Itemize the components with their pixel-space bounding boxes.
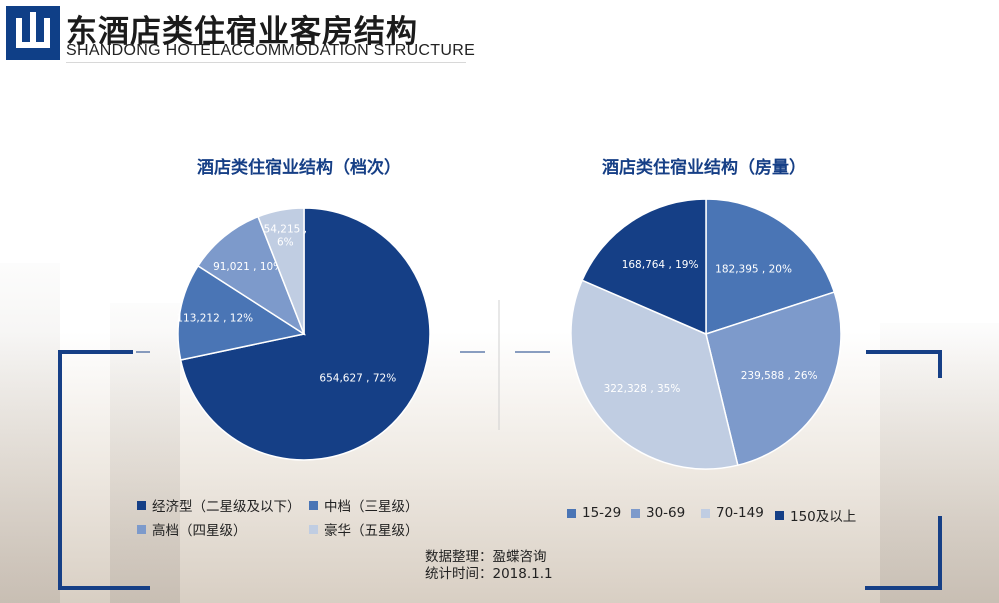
- page-subtitle: SHANDONG HOTELACCOMMODATION STRUCTURE: [66, 42, 476, 59]
- legend-swatch: [137, 500, 146, 510]
- pie-slice: [570, 279, 739, 470]
- pie-data-label: 654,627 , 72%: [319, 373, 396, 385]
- chart-title-rooms: 酒店类住宿业结构（房量）: [602, 158, 806, 178]
- legend-swatch: [309, 500, 318, 510]
- chart-title-tier: 酒店类住宿业结构（档次）: [197, 158, 401, 178]
- legend-label: 15-29: [582, 505, 622, 521]
- pie-slice: [705, 291, 842, 467]
- pie-data-label: 91,021 , 10%: [213, 261, 283, 273]
- pie-slice: [257, 207, 305, 335]
- data-date-line: 统计时间：2018.1.1: [425, 566, 553, 582]
- page-title: 东酒店类住宿业客房结构: [66, 14, 418, 50]
- pie-slice: [196, 215, 306, 336]
- pie-data-label: 322,328 , 35%: [604, 383, 681, 395]
- legend-swatch: [567, 508, 576, 518]
- frame-bracket-right-bottom: [865, 516, 942, 590]
- pie-data-label: 113,212 , 12%: [176, 313, 253, 325]
- legend-label: 70-149: [716, 505, 764, 521]
- pie-data-label: 54,215 ,: [264, 223, 307, 235]
- legend-swatch: [775, 510, 784, 520]
- legend-label: 豪华（五星级）: [324, 523, 419, 539]
- legend-swatch: [701, 508, 710, 518]
- pie-data-label: 239,588 , 26%: [741, 370, 818, 382]
- legend-swatch: [137, 524, 146, 534]
- legend-label: 高档（四星级）: [152, 523, 247, 539]
- data-source-line: 数据整理：盈蝶咨询: [425, 549, 547, 565]
- pie-slice: [581, 198, 707, 336]
- pie-data-label: 168,764 , 19%: [622, 259, 699, 271]
- title-divider: [66, 62, 466, 63]
- legend-item: 中档（三星级）: [309, 495, 419, 515]
- legend-item: 150及以上: [775, 505, 856, 525]
- legend-item: 15-29: [567, 505, 621, 521]
- legend-item: 高档（四星级）: [137, 519, 247, 539]
- legend-label: 中档（三星级）: [324, 499, 419, 515]
- background-building: [0, 263, 60, 603]
- pie-data-label: 182,395 , 20%: [715, 263, 792, 275]
- legend-swatch: [631, 508, 640, 518]
- legend-label: 30-69: [646, 505, 686, 521]
- pie-slice: [705, 198, 836, 336]
- legend-item: 70-149: [701, 505, 764, 521]
- legend-label: 经济型（二星级及以下）: [152, 499, 301, 515]
- legend-swatch: [309, 524, 318, 534]
- logo: [6, 6, 60, 60]
- legend-label: 150及以上: [790, 509, 857, 525]
- pie-data-label: 6%: [277, 236, 294, 248]
- pie-slice: [177, 264, 306, 361]
- frame-bracket-right-top: [866, 350, 942, 378]
- mountain-logo-icon: [16, 12, 50, 48]
- frame-bracket-left: [58, 350, 150, 590]
- legend-item: 经济型（二星级及以下）: [137, 495, 301, 515]
- legend-item: 豪华（五星级）: [309, 519, 419, 539]
- pie-slice: [179, 207, 431, 461]
- legend-item: 30-69: [631, 505, 685, 521]
- data-source-note: 数据整理：盈蝶咨询 统计时间：2018.1.1: [425, 549, 553, 583]
